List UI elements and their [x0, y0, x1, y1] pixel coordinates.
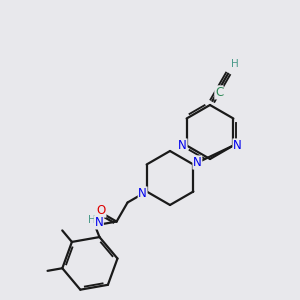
Text: N: N [178, 139, 187, 152]
Text: H: H [88, 215, 96, 225]
Text: N: N [94, 216, 103, 229]
Text: N: N [138, 187, 147, 200]
Text: N: N [233, 139, 242, 152]
Text: O: O [97, 204, 106, 217]
Text: C: C [215, 86, 223, 99]
Text: H: H [231, 59, 239, 69]
Text: N: N [193, 156, 202, 169]
